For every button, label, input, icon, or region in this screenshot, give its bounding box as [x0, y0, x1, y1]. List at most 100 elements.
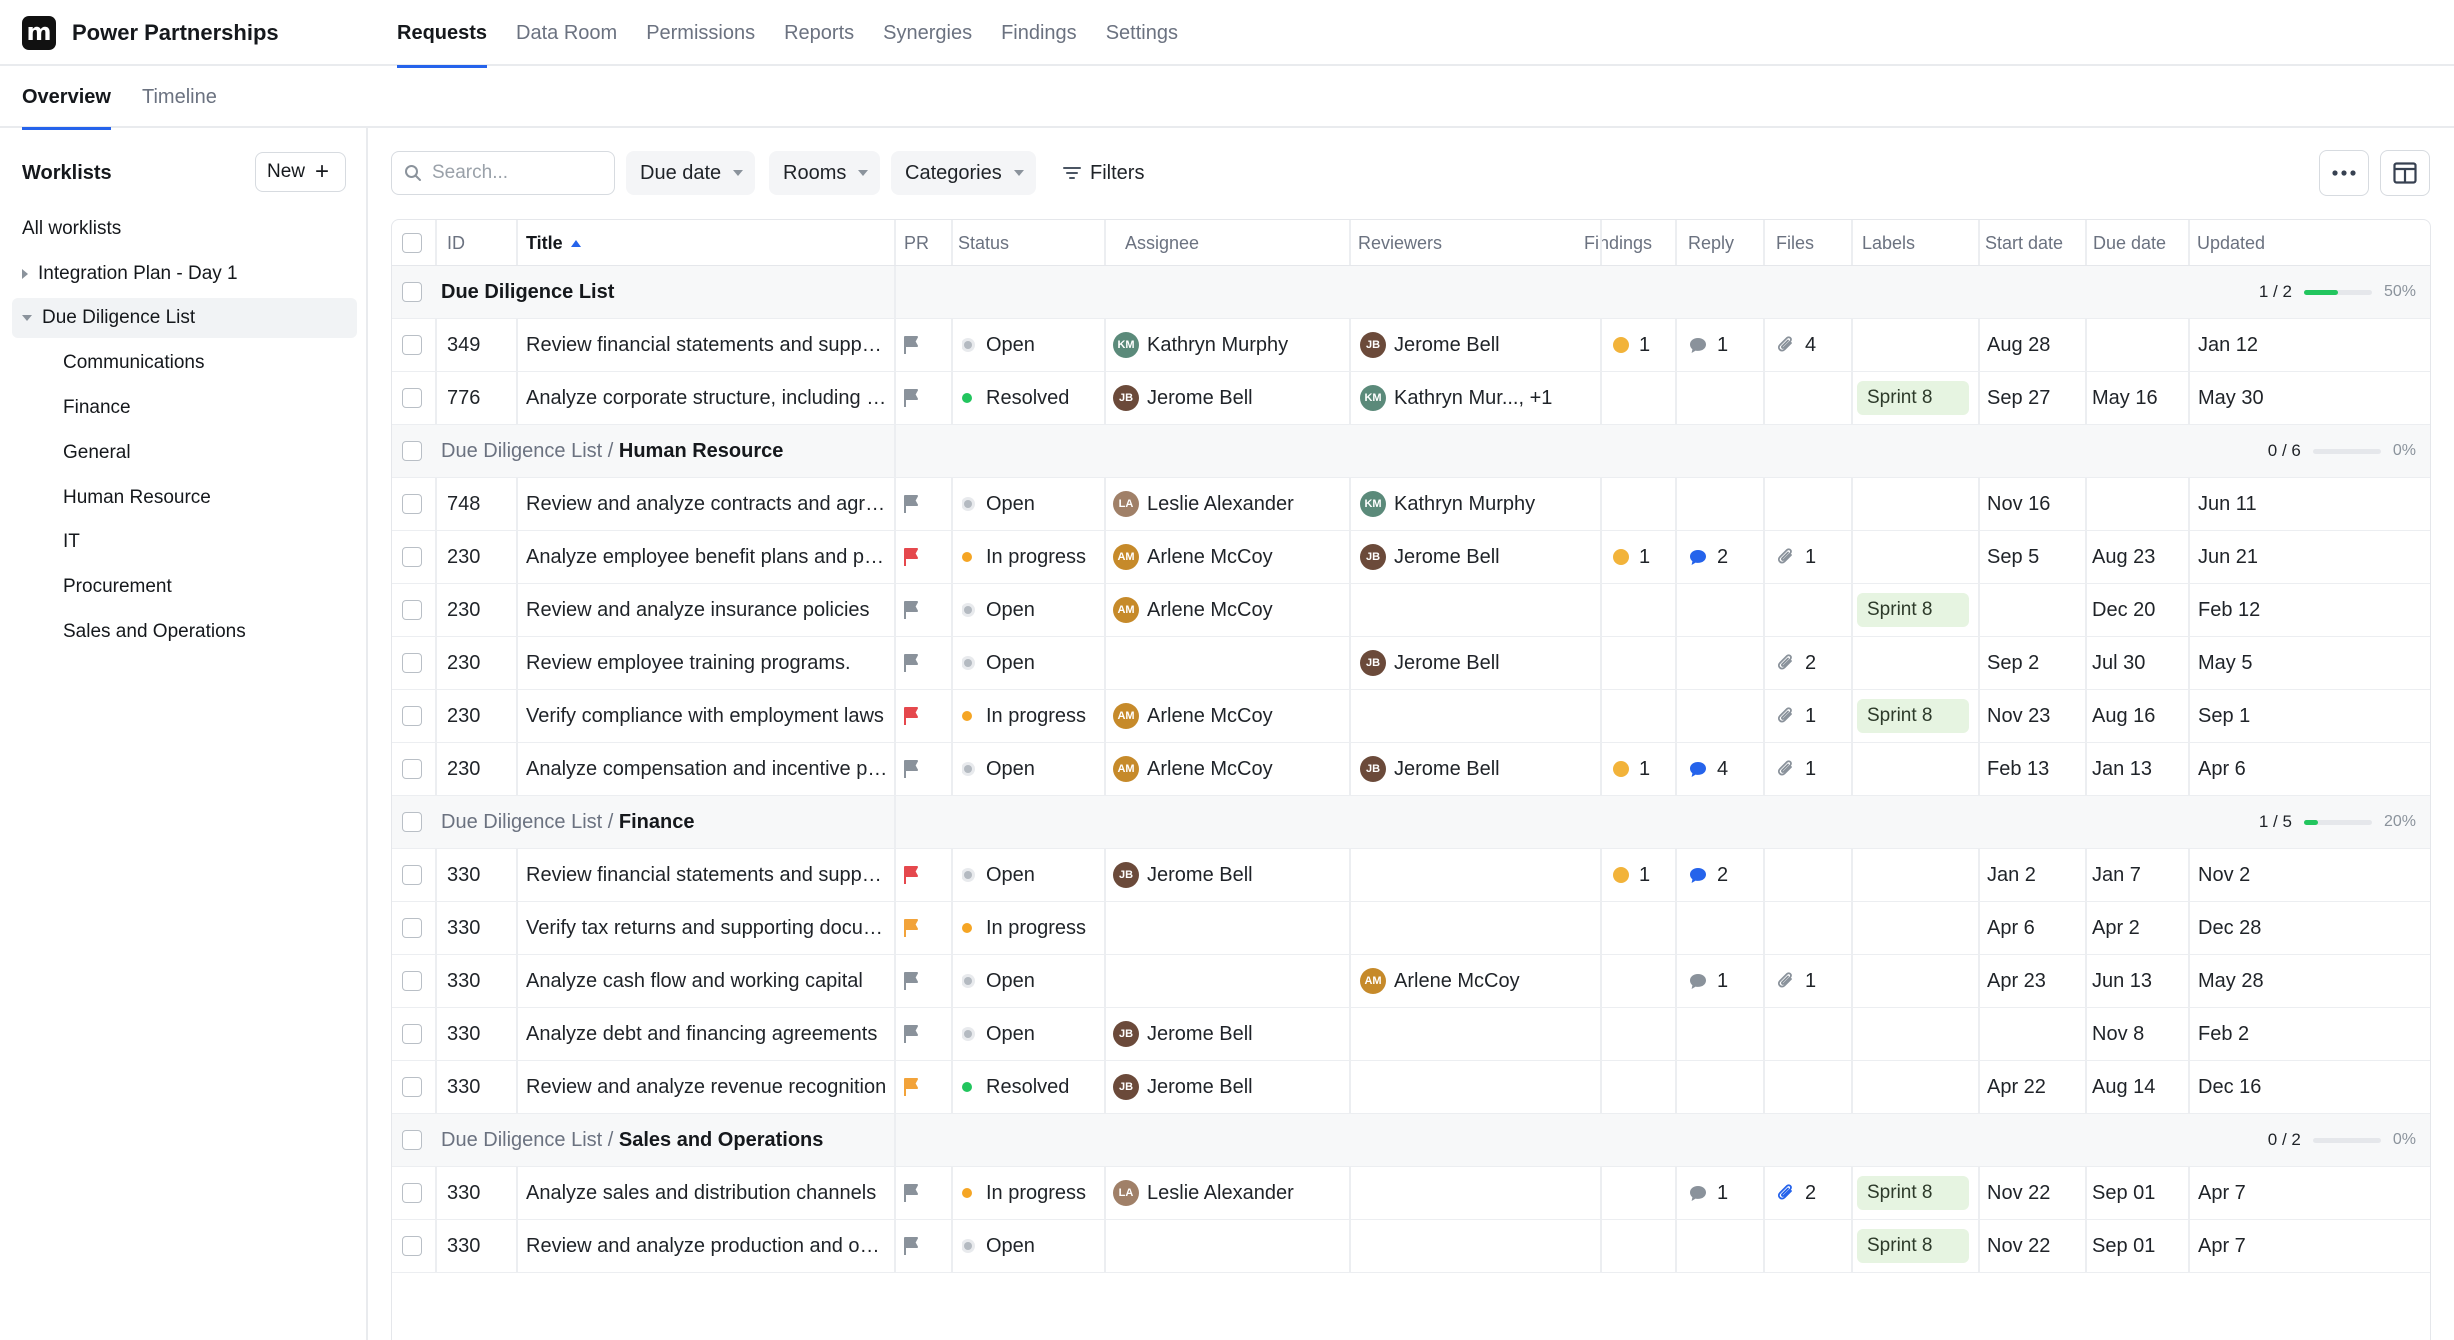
assignee-cell[interactable]: LA Leslie Alexander	[1113, 478, 1343, 530]
status-cell[interactable]: Resolved	[962, 372, 1102, 424]
priority-flag[interactable]	[902, 372, 942, 424]
request-title[interactable]: Review employee training programs.	[526, 637, 888, 689]
table-row[interactable]: 330 Analyze cash flow and working capital…	[392, 955, 2430, 1008]
table-row[interactable]: 349 Review financial statements and suppo…	[392, 319, 2430, 372]
status-cell[interactable]: Open	[962, 584, 1102, 636]
assignee-cell[interactable]: AM Arlene McCoy	[1113, 743, 1343, 795]
flag-icon[interactable]	[902, 547, 920, 567]
column-header-assignee[interactable]: Assignee	[1125, 220, 1199, 266]
table-row[interactable]: 230 Analyze employee benefit plans and po…	[392, 531, 2430, 584]
row-checkbox[interactable]	[402, 1183, 422, 1203]
row-checkbox[interactable]	[402, 494, 422, 514]
request-title[interactable]: Analyze employee benefit plans and polic…	[526, 531, 888, 583]
assignee-cell[interactable]: LA Leslie Alexander	[1113, 1167, 1343, 1219]
assignee-cell[interactable]: JB Jerome Bell	[1113, 1061, 1343, 1113]
nav-tab-data-room[interactable]: Data Room	[516, 22, 618, 44]
row-checkbox[interactable]	[402, 706, 422, 726]
column-header-title[interactable]: Title	[526, 220, 581, 266]
caret-down-icon[interactable]	[22, 314, 32, 321]
column-header-pr[interactable]: PR	[904, 220, 929, 266]
labels-cell[interactable]: Sprint 8	[1857, 1167, 1973, 1219]
row-checkbox[interactable]	[402, 971, 422, 991]
label-chip[interactable]: Sprint 8	[1857, 1229, 1969, 1263]
sidebar-item-procurement[interactable]: Procurement	[63, 576, 172, 597]
table-row[interactable]: 230 Verify compliance with employment law…	[392, 690, 2430, 743]
status-cell[interactable]: In progress	[962, 902, 1102, 954]
assignee-cell[interactable]: JB Jerome Bell	[1113, 849, 1343, 901]
status-cell[interactable]: Open	[962, 478, 1102, 530]
reply-cell[interactable]: 1	[1689, 1167, 1759, 1219]
priority-flag[interactable]	[902, 690, 942, 742]
column-header-findings[interactable]: Findings	[1584, 220, 1652, 266]
table-row[interactable]: 330 Review and analyze revenue recognitio…	[392, 1061, 2430, 1114]
priority-flag[interactable]	[902, 743, 942, 795]
reviewers-cell[interactable]: JB Jerome Bell	[1360, 531, 1600, 583]
findings-cell[interactable]: 1	[1613, 743, 1673, 795]
priority-flag[interactable]	[902, 849, 942, 901]
select-all-checkbox[interactable]	[402, 233, 422, 253]
labels-cell[interactable]: Sprint 8	[1857, 584, 1973, 636]
labels-cell[interactable]: Sprint 8	[1857, 690, 1973, 742]
table-row[interactable]: 230 Review employee training programs. Ope…	[392, 637, 2430, 690]
status-cell[interactable]: Open	[962, 1220, 1102, 1272]
nav-tab-permissions[interactable]: Permissions	[646, 22, 756, 44]
assignee-cell[interactable]: AM Arlene McCoy	[1113, 690, 1343, 742]
priority-flag[interactable]	[902, 955, 942, 1007]
workspace-name[interactable]: Power Partnerships	[72, 20, 279, 45]
files-cell[interactable]: 2	[1777, 637, 1847, 689]
table-row[interactable]: 776 Analyze corporate structure, includin…	[392, 372, 2430, 425]
sidebar-item-finance[interactable]: Finance	[63, 397, 131, 418]
status-cell[interactable]: In progress	[962, 690, 1102, 742]
priority-flag[interactable]	[902, 1167, 942, 1219]
reviewers-cell[interactable]: JB Jerome Bell	[1360, 637, 1600, 689]
row-checkbox[interactable]	[402, 759, 422, 779]
assignee-cell[interactable]: AM Arlene McCoy	[1113, 531, 1343, 583]
sort-ascending-icon[interactable]	[570, 239, 581, 247]
group-title[interactable]: Due Diligence List / Human Resource	[441, 425, 901, 477]
column-header-reply[interactable]: Reply	[1688, 220, 1734, 266]
categories-dropdown[interactable]: Categories	[891, 151, 1036, 195]
reviewers-cell[interactable]: JB Jerome Bell	[1360, 743, 1600, 795]
findings-cell[interactable]: 1	[1613, 849, 1673, 901]
priority-flag[interactable]	[902, 637, 942, 689]
request-title[interactable]: Verify compliance with employment laws	[526, 690, 888, 742]
reply-cell[interactable]: 1	[1689, 319, 1759, 371]
flag-icon[interactable]	[902, 971, 920, 991]
reply-cell[interactable]: 2	[1689, 849, 1759, 901]
reviewers-cell[interactable]: KM Kathryn Murphy	[1360, 478, 1600, 530]
labels-cell[interactable]: Sprint 8	[1857, 372, 1973, 424]
priority-flag[interactable]	[902, 531, 942, 583]
row-checkbox[interactable]	[402, 918, 422, 938]
flag-icon[interactable]	[902, 653, 920, 673]
reviewers-cell[interactable]: AM Arlene McCoy	[1360, 955, 1600, 1007]
request-title[interactable]: Review and analyze insurance policies	[526, 584, 888, 636]
priority-flag[interactable]	[902, 1220, 942, 1272]
flag-icon[interactable]	[902, 759, 920, 779]
layout-toggle-button[interactable]	[2380, 150, 2430, 196]
labels-cell[interactable]: Sprint 8	[1857, 1220, 1973, 1272]
assignee-cell[interactable]: KM Kathryn Murphy	[1113, 319, 1343, 371]
flag-icon[interactable]	[902, 1236, 920, 1256]
group-title[interactable]: Due Diligence List	[441, 266, 901, 318]
more-options-button[interactable]	[2319, 150, 2369, 196]
request-title[interactable]: Analyze sales and distribution channels	[526, 1167, 888, 1219]
table-row[interactable]: 748 Review and analyze contracts and agre…	[392, 478, 2430, 531]
sidebar-item-sales-operations[interactable]: Sales and Operations	[63, 621, 246, 642]
flag-icon[interactable]	[902, 388, 920, 408]
priority-flag[interactable]	[902, 902, 942, 954]
priority-flag[interactable]	[902, 584, 942, 636]
assignee-cell[interactable]: JB Jerome Bell	[1113, 1008, 1343, 1060]
row-checkbox[interactable]	[402, 388, 422, 408]
reply-cell[interactable]: 4	[1689, 743, 1759, 795]
row-checkbox[interactable]	[402, 653, 422, 673]
nav-tab-settings[interactable]: Settings	[1105, 22, 1178, 44]
column-header-labels[interactable]: Labels	[1862, 220, 1915, 266]
new-worklist-button[interactable]: New +	[255, 152, 346, 192]
nav-tab-requests[interactable]: Requests	[397, 0, 488, 68]
group-checkbox[interactable]	[402, 1130, 422, 1150]
nav-tab-synergies[interactable]: Synergies	[883, 22, 973, 44]
due-date-dropdown[interactable]: Due date	[626, 151, 756, 195]
findings-cell[interactable]: 1	[1613, 531, 1673, 583]
request-title[interactable]: Review and analyze revenue recognition	[526, 1061, 888, 1113]
status-cell[interactable]: In progress	[962, 1167, 1102, 1219]
